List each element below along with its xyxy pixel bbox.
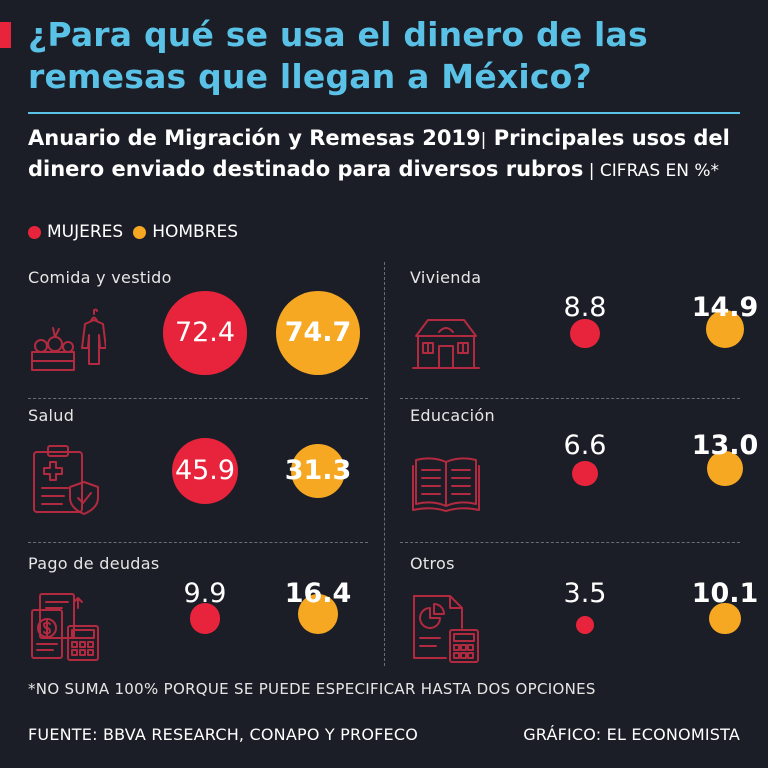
bubble-hombres [706, 310, 744, 348]
value-mujeres: 6.6 [563, 430, 607, 461]
bubble-hombres [298, 594, 338, 634]
accent-bar [0, 22, 11, 48]
title-divider [28, 112, 740, 114]
value-mujeres: 45.9 [174, 455, 236, 486]
food-clothing-icon [31, 308, 106, 371]
subtitle: Anuario de Migración y Remesas 2019| Pri… [28, 124, 748, 186]
value-hombres: 31.3 [284, 455, 352, 486]
page-title: ¿Para qué se usa el dinero de las remesa… [28, 15, 648, 96]
bubble-mujeres [171, 437, 239, 505]
legend-item-hombres: HOMBRES [133, 222, 238, 242]
source: FUENTE: BBVA RESEARCH, CONAPO Y PROFECO [28, 725, 419, 744]
bubble-hombres [275, 290, 361, 376]
house-icon [412, 319, 480, 369]
category-label: Vivienda [410, 268, 482, 287]
panel-pago-deudas: Pago de deudas 9.9 16.4 [28, 548, 388, 688]
footnote: *NO SUMA 100% PORQUE SE PUEDE ESPECIFICA… [28, 680, 596, 698]
bubble-mujeres [570, 318, 600, 348]
bubble-mujeres [575, 615, 595, 634]
panel-salud: Salud 45.9 31.3 [28, 400, 388, 540]
bubble-mujeres [163, 291, 247, 375]
bubble-mujeres [572, 460, 598, 486]
credit: GRÁFICO: EL ECONOMISTA [523, 725, 740, 744]
row-divider-1-left [28, 398, 368, 399]
units-separator: | [583, 161, 600, 181]
book-icon [412, 457, 480, 512]
bubble-hombres [290, 443, 346, 499]
column-divider [384, 262, 385, 666]
legend-label-mujeres: MUJERES [47, 222, 124, 242]
legend: MUJERES HOMBRES [28, 222, 238, 242]
value-hombres: 13.0 [691, 430, 759, 461]
other-chart-icon [413, 595, 479, 663]
value-mujeres: 9.9 [183, 578, 227, 609]
legend-dot-mujeres [28, 225, 41, 239]
category-label: Educación [410, 406, 495, 425]
value-mujeres: 72.4 [174, 317, 236, 348]
row-divider-2-right [400, 542, 740, 543]
subtitle-bold: Anuario de Migración y Remesas 2019 [28, 126, 481, 150]
panel-educacion: Educación 6.6 13.0 [410, 400, 768, 540]
panel-comida-vestido: Comida y vestido 72.4 74.7 [28, 262, 388, 402]
row-divider-1-right [400, 398, 740, 399]
bubble-hombres [707, 450, 743, 486]
panel-otros: Otros 3.5 10.1 [410, 548, 768, 688]
units-label: CIFRAS EN %* [599, 161, 720, 181]
subtitle-rest: Principales usos del dinero enviado dest… [28, 126, 730, 181]
value-hombres: 14.9 [691, 292, 759, 323]
category-label: Otros [410, 554, 455, 573]
category-label: Comida y vestido [28, 268, 172, 287]
value-mujeres: 8.8 [563, 292, 607, 323]
health-clipboard-icon [33, 445, 99, 515]
value-hombres: 74.7 [284, 317, 352, 348]
value-hombres: 16.4 [284, 578, 352, 609]
bubble-mujeres [189, 603, 221, 634]
debt-payment-icon [31, 593, 99, 661]
value-hombres: 10.1 [691, 578, 759, 609]
subtitle-separator: | [480, 130, 487, 150]
legend-item-mujeres: MUJERES [28, 222, 123, 242]
bubble-hombres [709, 602, 741, 634]
row-divider-2-left [28, 542, 368, 543]
value-mujeres: 3.5 [563, 578, 607, 609]
category-label: Salud [28, 406, 75, 425]
panel-vivienda: Vivienda 8.8 14.9 [410, 262, 768, 402]
legend-label-hombres: HOMBRES [152, 222, 239, 242]
legend-dot-hombres [133, 225, 147, 239]
category-label: Pago de deudas [28, 554, 160, 573]
